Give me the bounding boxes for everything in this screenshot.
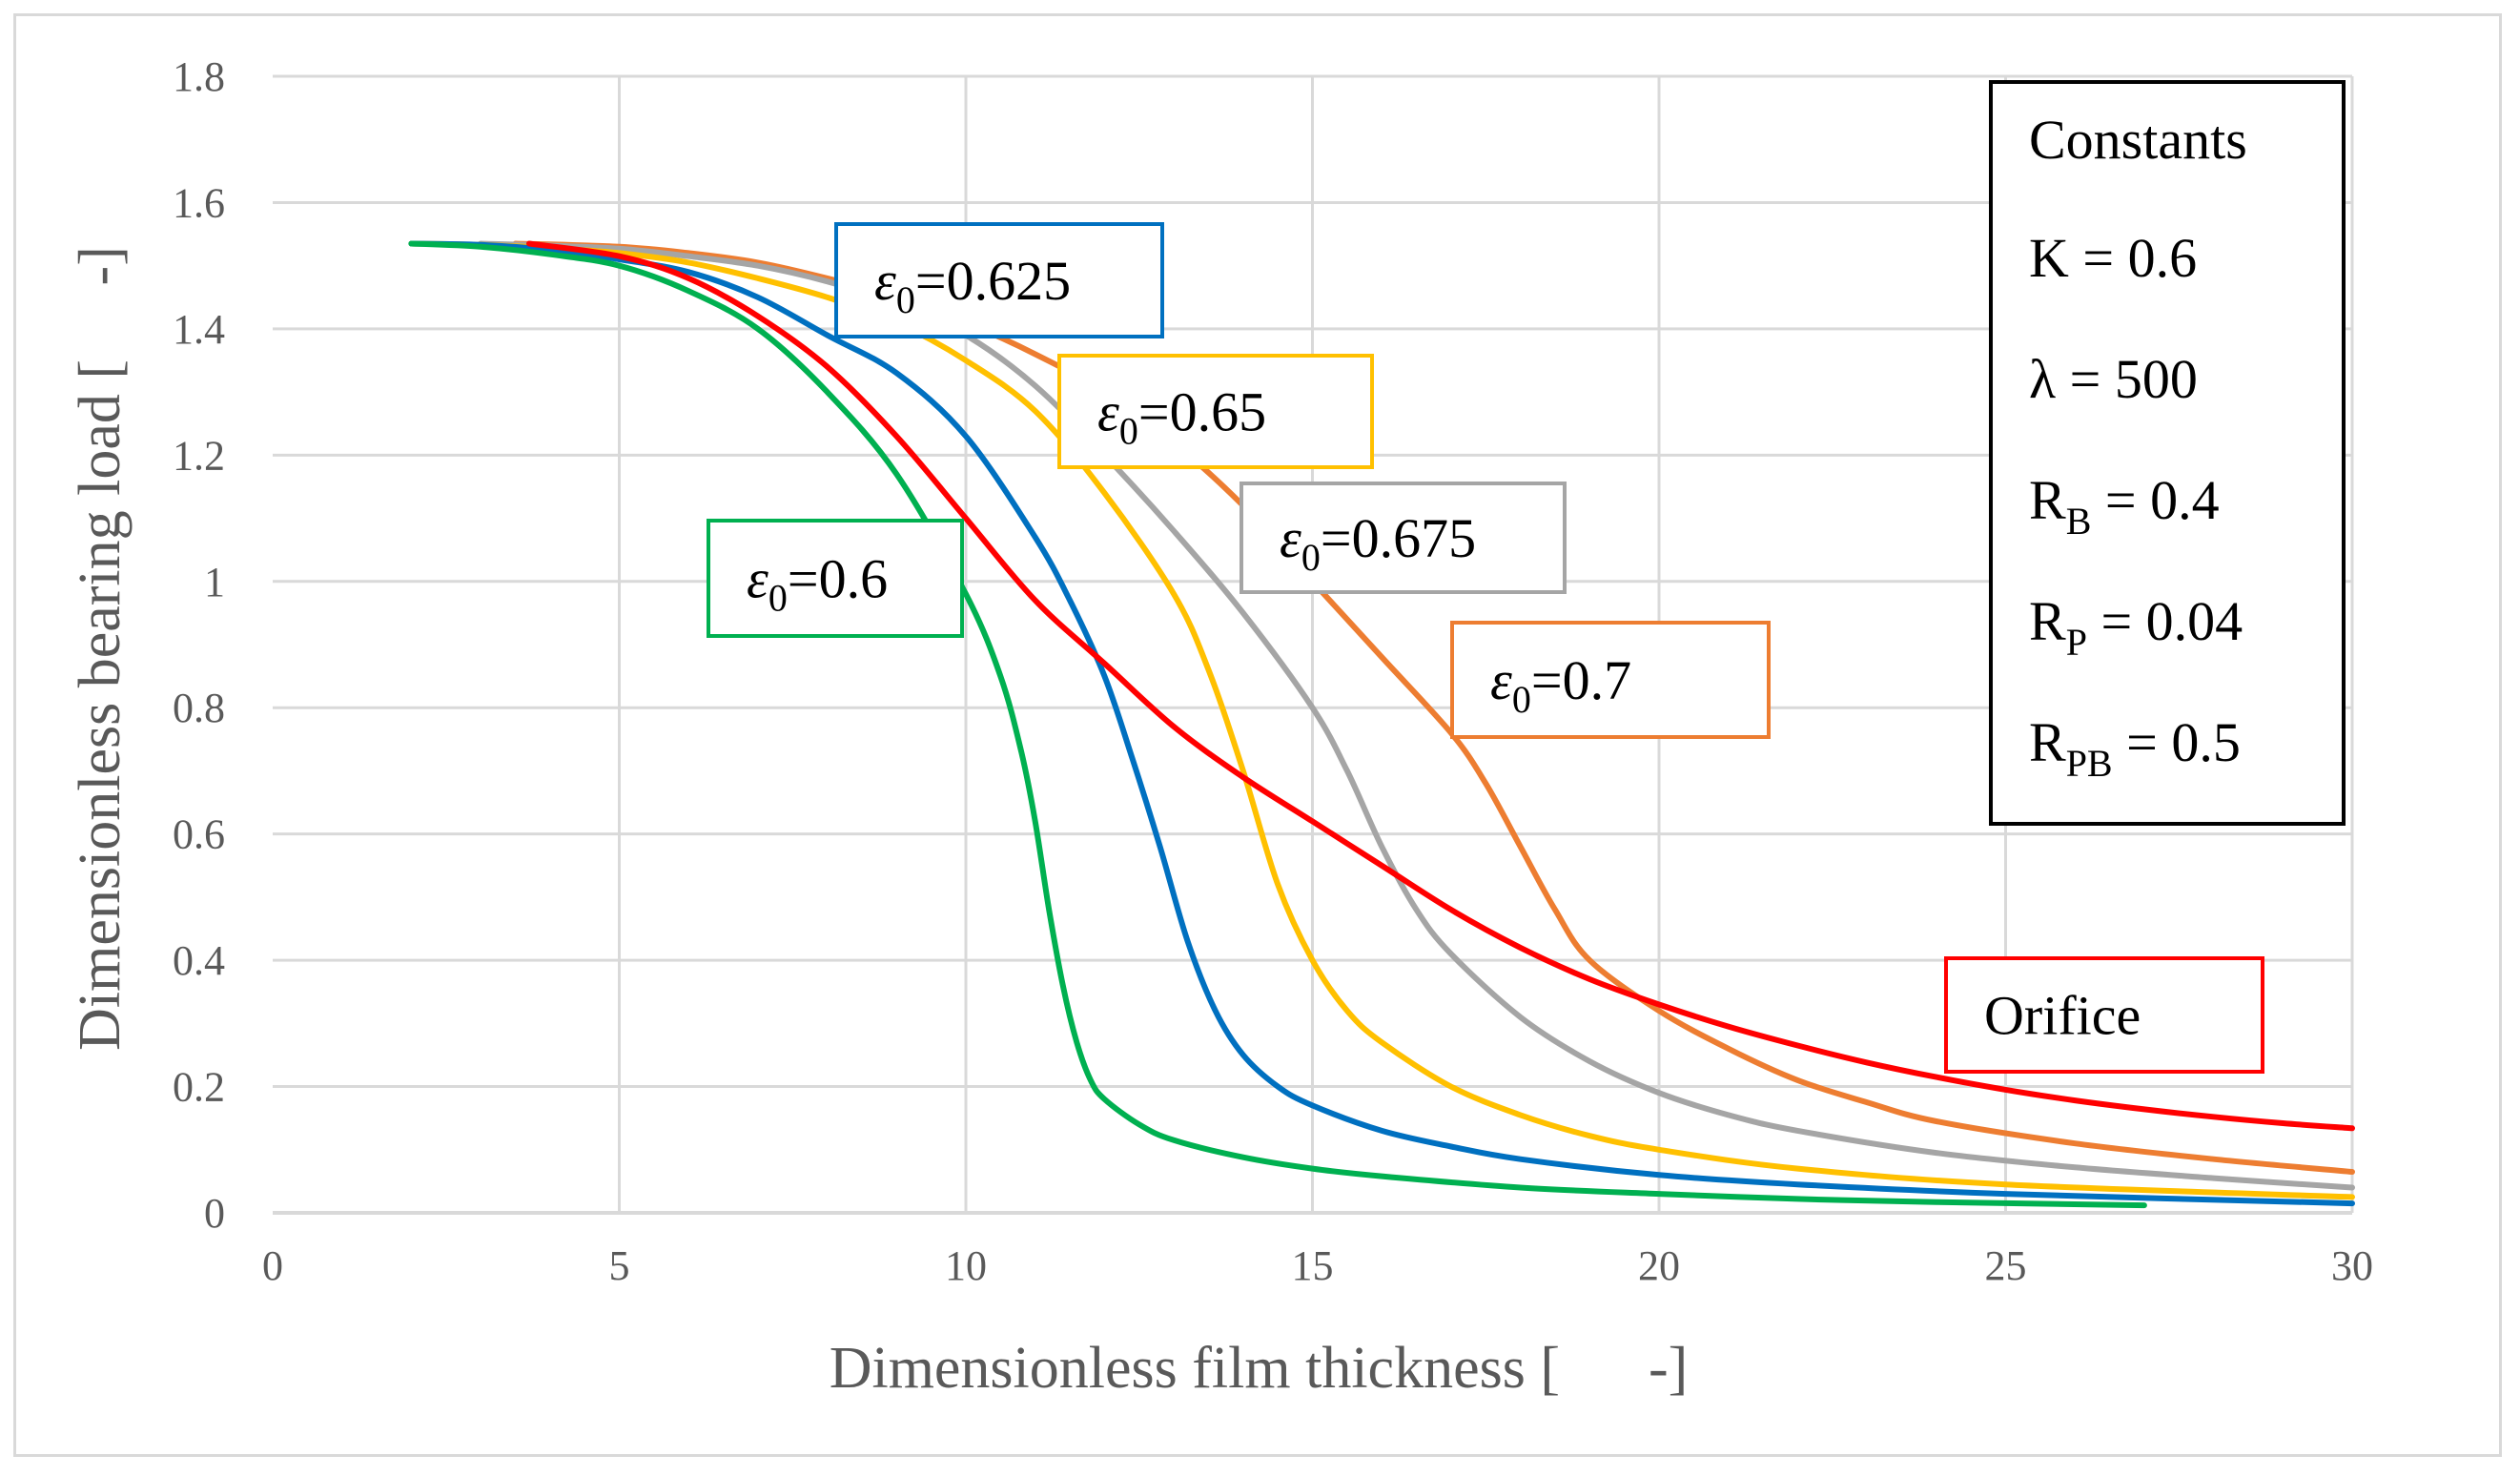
annotation-label: ε0=0.6 [707,519,964,638]
constant-row: RPB = 0.5 [2029,711,2241,785]
constants-border [1989,80,2346,826]
x-tick-label: 0 [262,1242,283,1289]
annotation-text: Orifice [1984,985,2141,1047]
annotation-label: ε0=0.625 [834,222,1164,338]
y-tick-label: 1 [204,559,225,605]
chart-frame [13,13,2502,1457]
y-tick-label: 1.6 [173,179,225,226]
constant-row: K = 0.6 [2029,227,2197,289]
annotation-label: ε0=0.65 [1057,354,1374,469]
y-tick-label: 0.8 [173,685,225,731]
x-axis-title: Dimensionless film thickness [ -] [830,1336,1689,1401]
series-line-eps-0-625 [408,240,2355,1207]
annotation-label: ε0=0.675 [1240,482,1567,594]
annotation-border [1450,621,1771,739]
x-tick-label: 30 [2331,1242,2373,1289]
series-line-eps-0-65 [408,240,2355,1200]
annotation-text: ε0=0.625 [874,250,1071,321]
y-tick-label: 0 [204,1190,225,1237]
y-axis-title: Dimensionless bearing load [ -] [68,246,133,1051]
x-tick-label: 20 [1638,1242,1680,1289]
x-tick-label: 10 [945,1242,987,1289]
y-tick-label: 1.4 [173,306,225,353]
annotation-border [1944,956,2264,1074]
x-tick-label: 25 [1985,1242,2027,1289]
annotation-text: ε0=0.65 [1097,381,1266,453]
annotation-label: ε0=0.7 [1450,621,1771,739]
y-tick-label: 0.4 [173,937,225,984]
series-line-eps-0-675 [478,240,2355,1191]
annotation-text: ε0=0.7 [1490,649,1631,721]
series-line-eps-0-6 [408,240,2147,1209]
annotation-border [1240,482,1567,594]
annotation-text: ε0=0.675 [1280,507,1476,579]
constants-rows: K = 0.6 λ = 500 RB = 0.4 RP = 0.04 RPB = 0.5 [2029,227,2243,785]
annotation-label: Orifice [1944,956,2264,1074]
annotation-border [834,222,1164,338]
y-tick-label: 1.2 [173,432,225,479]
constant-row: RB = 0.4 [2029,469,2220,543]
annotation-text: ε0=0.6 [747,548,888,620]
y-tick-label: 0.2 [173,1064,225,1111]
constants-title: Constants [2029,109,2247,171]
constant-row: λ = 500 [2029,348,2198,410]
series-line-orifice [526,240,2355,1132]
constants-box: Constants K = 0.6 λ = 500 RB = 0.4 RP = 0.0… [1989,80,2346,826]
x-tick-label: 5 [609,1242,630,1289]
constant-row: RP = 0.04 [2029,590,2243,664]
axes: 0 0.2 0.4 0.6 0.8 1 1.2 1.4 1.6 1.8 0 5 10 15 20 25 30 [173,53,2373,1289]
annotation-border [707,519,964,638]
annotation-border [1057,354,1374,469]
y-tick-label: 1.8 [173,53,225,100]
x-tick-label: 15 [1292,1242,1334,1289]
y-tick-label: 0.6 [173,811,225,858]
